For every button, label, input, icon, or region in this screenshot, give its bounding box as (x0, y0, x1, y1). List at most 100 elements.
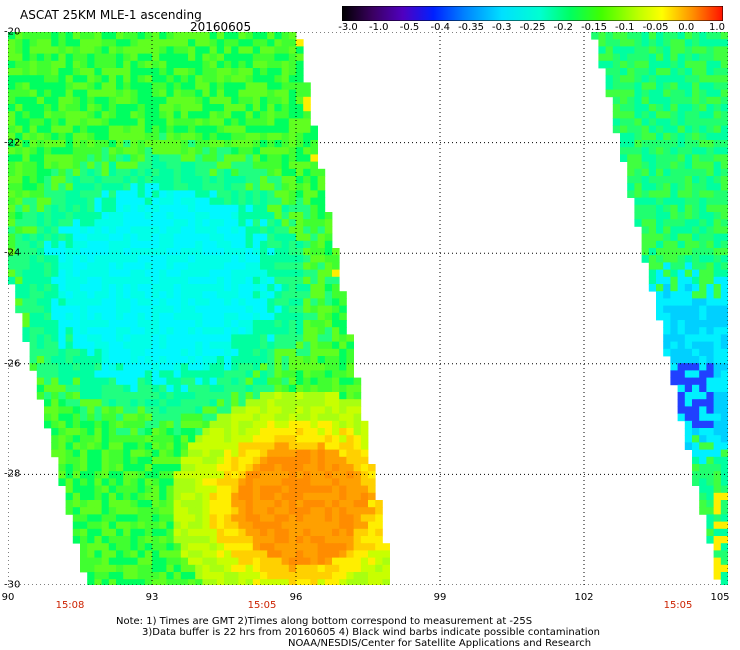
wind-cell (692, 406, 700, 414)
wind-cell (101, 420, 110, 429)
wind-cell (101, 46, 110, 54)
wind-cell (310, 154, 318, 162)
wind-cell (663, 118, 671, 126)
wind-cell (65, 111, 74, 119)
wind-cell (670, 183, 678, 191)
wind-cell (180, 176, 189, 184)
wind-cell (296, 140, 304, 148)
wind-cell (260, 312, 268, 321)
wind-cell (353, 478, 362, 486)
wind-cell (231, 53, 239, 62)
wind-cell (303, 132, 311, 141)
wind-cell (108, 521, 117, 530)
wind-cell (692, 320, 700, 328)
wind-cell (58, 161, 66, 170)
wind-cell (94, 478, 102, 486)
wind-cell (173, 377, 182, 386)
wind-cell (713, 456, 722, 465)
wind-cell (706, 262, 714, 270)
wind-cell (288, 140, 297, 148)
wind-cell (80, 132, 88, 141)
wind-cell (123, 348, 131, 357)
wind-cell (267, 464, 275, 472)
wind-cell (202, 176, 210, 184)
wind-cell (677, 75, 686, 83)
wind-cell (22, 125, 30, 134)
wind-cell (245, 197, 254, 206)
wind-cell (108, 147, 117, 155)
wind-cell (260, 442, 268, 450)
wind-cell (281, 399, 290, 407)
wind-cell (245, 204, 254, 213)
wind-cell (137, 212, 146, 220)
wind-cell (713, 435, 722, 443)
wind-cell (152, 579, 160, 585)
wind-cell (713, 46, 722, 54)
wind-cell (317, 276, 326, 285)
wind-cell (375, 521, 383, 530)
wind-cell (699, 312, 707, 321)
wind-cell (267, 190, 275, 198)
wind-cell (116, 226, 124, 234)
wind-cell (94, 298, 102, 306)
wind-cell (159, 413, 167, 422)
wind-cell (159, 226, 167, 234)
wind-cell (166, 248, 174, 256)
wind-cell (36, 370, 45, 378)
wind-cell (209, 550, 218, 558)
wind-cell (72, 96, 81, 105)
wind-cell (317, 399, 326, 407)
wind-cell (267, 435, 275, 443)
wind-cell (699, 435, 707, 443)
wind-cell (245, 464, 254, 472)
wind-cell (144, 233, 153, 242)
wind-cell (692, 255, 700, 263)
wind-cell (303, 478, 311, 486)
wind-cell (80, 413, 88, 422)
wind-cell (80, 334, 88, 342)
wind-cell (202, 276, 210, 285)
wind-cell (58, 399, 66, 407)
wind-cell (699, 219, 707, 227)
wind-cell (180, 370, 189, 378)
wind-cell (159, 39, 167, 47)
wind-cell (281, 492, 290, 501)
wind-cell (116, 392, 124, 400)
wind-cell (252, 298, 261, 306)
wind-cell (180, 456, 189, 465)
wind-cell (195, 334, 203, 342)
wind-cell (72, 240, 81, 249)
wind-cell (648, 96, 657, 105)
wind-cell (252, 248, 261, 256)
wind-cell (267, 557, 275, 566)
wind-cell (706, 82, 714, 90)
wind-cell (216, 68, 225, 76)
wind-cell (166, 147, 174, 155)
wind-cell (195, 262, 203, 270)
wind-cell (252, 312, 261, 321)
wind-cell (195, 312, 203, 321)
wind-cell (310, 327, 318, 335)
wind-cell (267, 39, 275, 47)
wind-cell (216, 392, 225, 400)
wind-cell (72, 471, 81, 479)
wind-cell (648, 161, 657, 170)
wind-cell (180, 363, 189, 371)
wind-cell (231, 190, 239, 198)
wind-cell (260, 32, 268, 40)
wind-cell (137, 298, 146, 306)
wind-cell (94, 312, 102, 321)
wind-cell (310, 312, 318, 321)
wind-cell (252, 420, 261, 429)
wind-cell (188, 82, 196, 90)
wind-cell (670, 240, 678, 249)
wind-cell (144, 334, 153, 342)
wind-cell (159, 204, 167, 213)
wind-cell (8, 168, 16, 177)
wind-cell (108, 197, 117, 206)
wind-cell (180, 514, 189, 522)
wind-cell (108, 320, 117, 328)
wind-cell (195, 356, 203, 364)
wind-cell (202, 579, 210, 585)
wind-cell (382, 543, 390, 551)
